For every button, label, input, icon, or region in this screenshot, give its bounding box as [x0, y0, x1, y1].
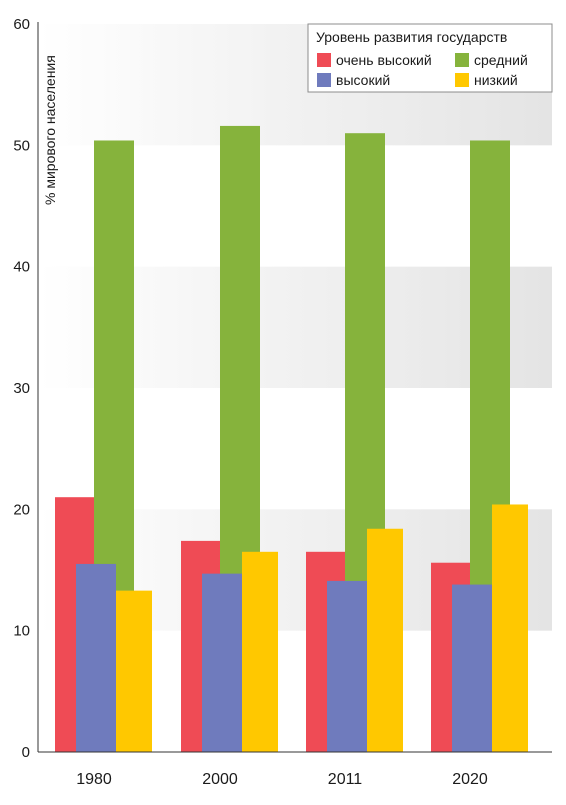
- y-tick-label: 40: [13, 259, 30, 276]
- bar-низкий-1980: [116, 590, 152, 752]
- legend-label-high: высокий: [336, 72, 390, 88]
- legend-label-medium: средний: [474, 52, 528, 68]
- bar-низкий-2011: [367, 528, 403, 752]
- y-tick-label: 50: [13, 137, 30, 154]
- x-ticks: 1980 2000 2011 2020: [76, 771, 488, 788]
- x-tick-label: 2011: [328, 771, 363, 788]
- bar-низкий-2020: [492, 504, 528, 752]
- bar-низкий-2000: [242, 551, 278, 752]
- bar-высокий-1980: [76, 563, 116, 752]
- legend-title: Уровень развития государств: [316, 29, 507, 45]
- legend: Уровень развития государств очень высоки…: [307, 23, 553, 93]
- y-ticks: 0 10 20 30 40 50 60: [13, 16, 30, 761]
- bar-высокий-2011: [327, 580, 367, 752]
- x-tick-label: 1980: [76, 771, 112, 788]
- legend-swatch-high: [317, 73, 331, 87]
- y-axis-label: % мирового населения: [42, 55, 58, 205]
- y-tick-label: 0: [22, 744, 30, 761]
- legend-swatch-medium: [455, 53, 469, 67]
- y-tick-label: 20: [13, 501, 30, 518]
- legend-label-low: низкий: [474, 72, 518, 88]
- y-tick-label: 10: [13, 623, 30, 640]
- axes: [37, 22, 552, 753]
- y-tick-label: 30: [13, 380, 30, 397]
- legend-box: [307, 23, 553, 93]
- x-tick-label: 2020: [452, 771, 488, 788]
- legend-swatch-very-high: [317, 53, 331, 67]
- y-tick-label: 60: [13, 16, 30, 33]
- bar-высокий-2000: [202, 573, 242, 752]
- bars: [55, 125, 528, 753]
- legend-label-very-high: очень высокий: [336, 52, 432, 68]
- bar-высокий-2020: [452, 584, 492, 752]
- x-tick-label: 2000: [202, 771, 238, 788]
- legend-swatch-low: [455, 73, 469, 87]
